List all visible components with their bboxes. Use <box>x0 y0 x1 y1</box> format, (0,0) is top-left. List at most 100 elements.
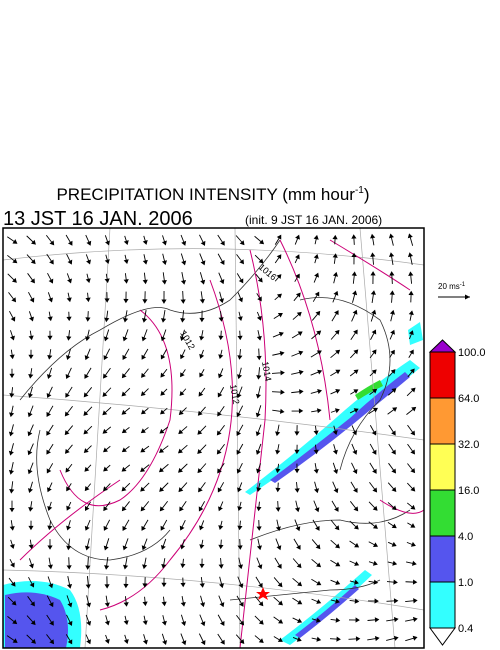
wind-arrow <box>85 614 92 626</box>
wind-arrow <box>389 271 395 284</box>
wind-arrow <box>84 538 90 551</box>
wind-arrow <box>368 560 378 566</box>
wind-arrow <box>9 349 15 360</box>
wind-arrow <box>179 329 185 342</box>
wind-arrow <box>178 482 188 493</box>
title-superscript: -1 <box>355 185 364 196</box>
wind-reference-superscript: -1 <box>460 282 466 288</box>
wind-arrow <box>65 386 73 398</box>
wind-arrow <box>159 500 169 512</box>
wind-arrow <box>200 595 206 608</box>
wind-arrow <box>85 292 91 303</box>
wind-arrow <box>256 501 262 512</box>
wind-arrow <box>66 501 72 511</box>
wind-arrow <box>370 252 376 265</box>
wind-arrow <box>332 481 339 494</box>
wind-arrow <box>368 501 378 511</box>
wind-arrow <box>6 635 18 643</box>
wind-arrow <box>199 349 205 359</box>
wind-arrow <box>104 634 110 644</box>
wind-arrow <box>370 290 376 303</box>
wind-arrow <box>180 291 186 304</box>
wind-arrow <box>161 577 167 588</box>
isobar-label: 1012 <box>228 384 241 405</box>
wind-arrow <box>161 633 168 646</box>
wind-arrow <box>256 538 262 551</box>
wind-arrow <box>47 501 53 511</box>
wind-arrow <box>408 290 414 303</box>
precip-south-core <box>295 585 359 638</box>
colorbar-label: 0.4 <box>458 623 473 635</box>
wind-arrow <box>350 389 359 395</box>
wind-arrow <box>104 576 110 589</box>
wind-arrow <box>104 292 110 303</box>
wind-arrow <box>389 290 395 303</box>
wind-arrow <box>104 310 110 323</box>
wind-arrow <box>387 407 398 415</box>
wind-arrow <box>386 579 398 585</box>
wind-arrow <box>389 329 395 340</box>
wind-arrow <box>47 292 53 303</box>
wind-arrow <box>160 407 168 415</box>
wind-arrow <box>254 235 265 245</box>
wind-arrow <box>65 367 72 380</box>
wind-arrow <box>236 462 243 474</box>
wind-arrow <box>406 541 416 547</box>
wind-arrow <box>27 386 33 399</box>
wind-arrow <box>388 424 396 436</box>
wind-arrow <box>84 519 91 531</box>
wind-arrow <box>66 557 72 570</box>
wind-arrow <box>65 348 71 361</box>
init-time: (init. 9 JST 16 JAN. 2006) <box>245 213 382 227</box>
wind-arrow <box>199 614 206 627</box>
map: 1012 1012 1014 1016 <box>3 228 424 648</box>
wind-arrow <box>275 501 281 512</box>
colorbar-label: 1.0 <box>458 577 473 589</box>
wind-arrow <box>84 464 92 472</box>
wind-arrow <box>388 369 396 377</box>
wind-arrow <box>349 579 359 585</box>
wind-arrow <box>330 559 341 567</box>
wind-arrow <box>294 519 301 532</box>
wind-arrow <box>406 560 417 566</box>
wind-arrow <box>121 501 130 512</box>
wind-arrow <box>159 445 169 453</box>
wind-arrow <box>217 253 225 265</box>
wind-arrow <box>47 482 53 493</box>
precip-band-core <box>270 372 410 483</box>
wind-arrow <box>27 443 34 456</box>
wind-arrow <box>218 368 224 379</box>
wind-arrow <box>7 254 18 264</box>
wind-arrow <box>387 388 397 396</box>
wind-arrow <box>7 236 18 244</box>
wind-reference-label: 20 ms-1 <box>438 282 466 291</box>
wind-arrow <box>142 254 148 265</box>
wind-arrow <box>311 617 321 623</box>
colorbar-label: 64.0 <box>458 393 479 405</box>
wind-arrow <box>64 405 73 417</box>
wind-arrow <box>272 331 284 338</box>
wind-arrow <box>140 501 150 512</box>
wind-arrow <box>85 557 91 570</box>
wind-arrow <box>349 501 359 512</box>
wind-arrow <box>102 426 112 434</box>
wind-arrow <box>406 387 416 397</box>
wind-arrow <box>121 407 131 415</box>
wind-arrow <box>275 538 282 551</box>
wind-arrow <box>255 424 262 437</box>
wind-arrow <box>218 520 224 530</box>
wind-arrow <box>199 539 205 550</box>
wind-arrow <box>27 462 34 475</box>
wind-arrow <box>46 367 53 379</box>
wind-arrow <box>28 539 34 550</box>
wind-arrow <box>274 234 282 245</box>
wind-arrow <box>330 349 341 359</box>
wind-arrow <box>160 538 167 550</box>
wind-arrow <box>255 405 262 418</box>
wind-arrow <box>311 598 322 604</box>
wind-arrow <box>370 271 376 284</box>
title-text: PRECIPITATION INTENSITY (mm hour <box>56 185 355 204</box>
wind-arrow <box>275 444 281 455</box>
wind-arrow <box>66 538 72 551</box>
wind-arrow <box>180 310 186 323</box>
